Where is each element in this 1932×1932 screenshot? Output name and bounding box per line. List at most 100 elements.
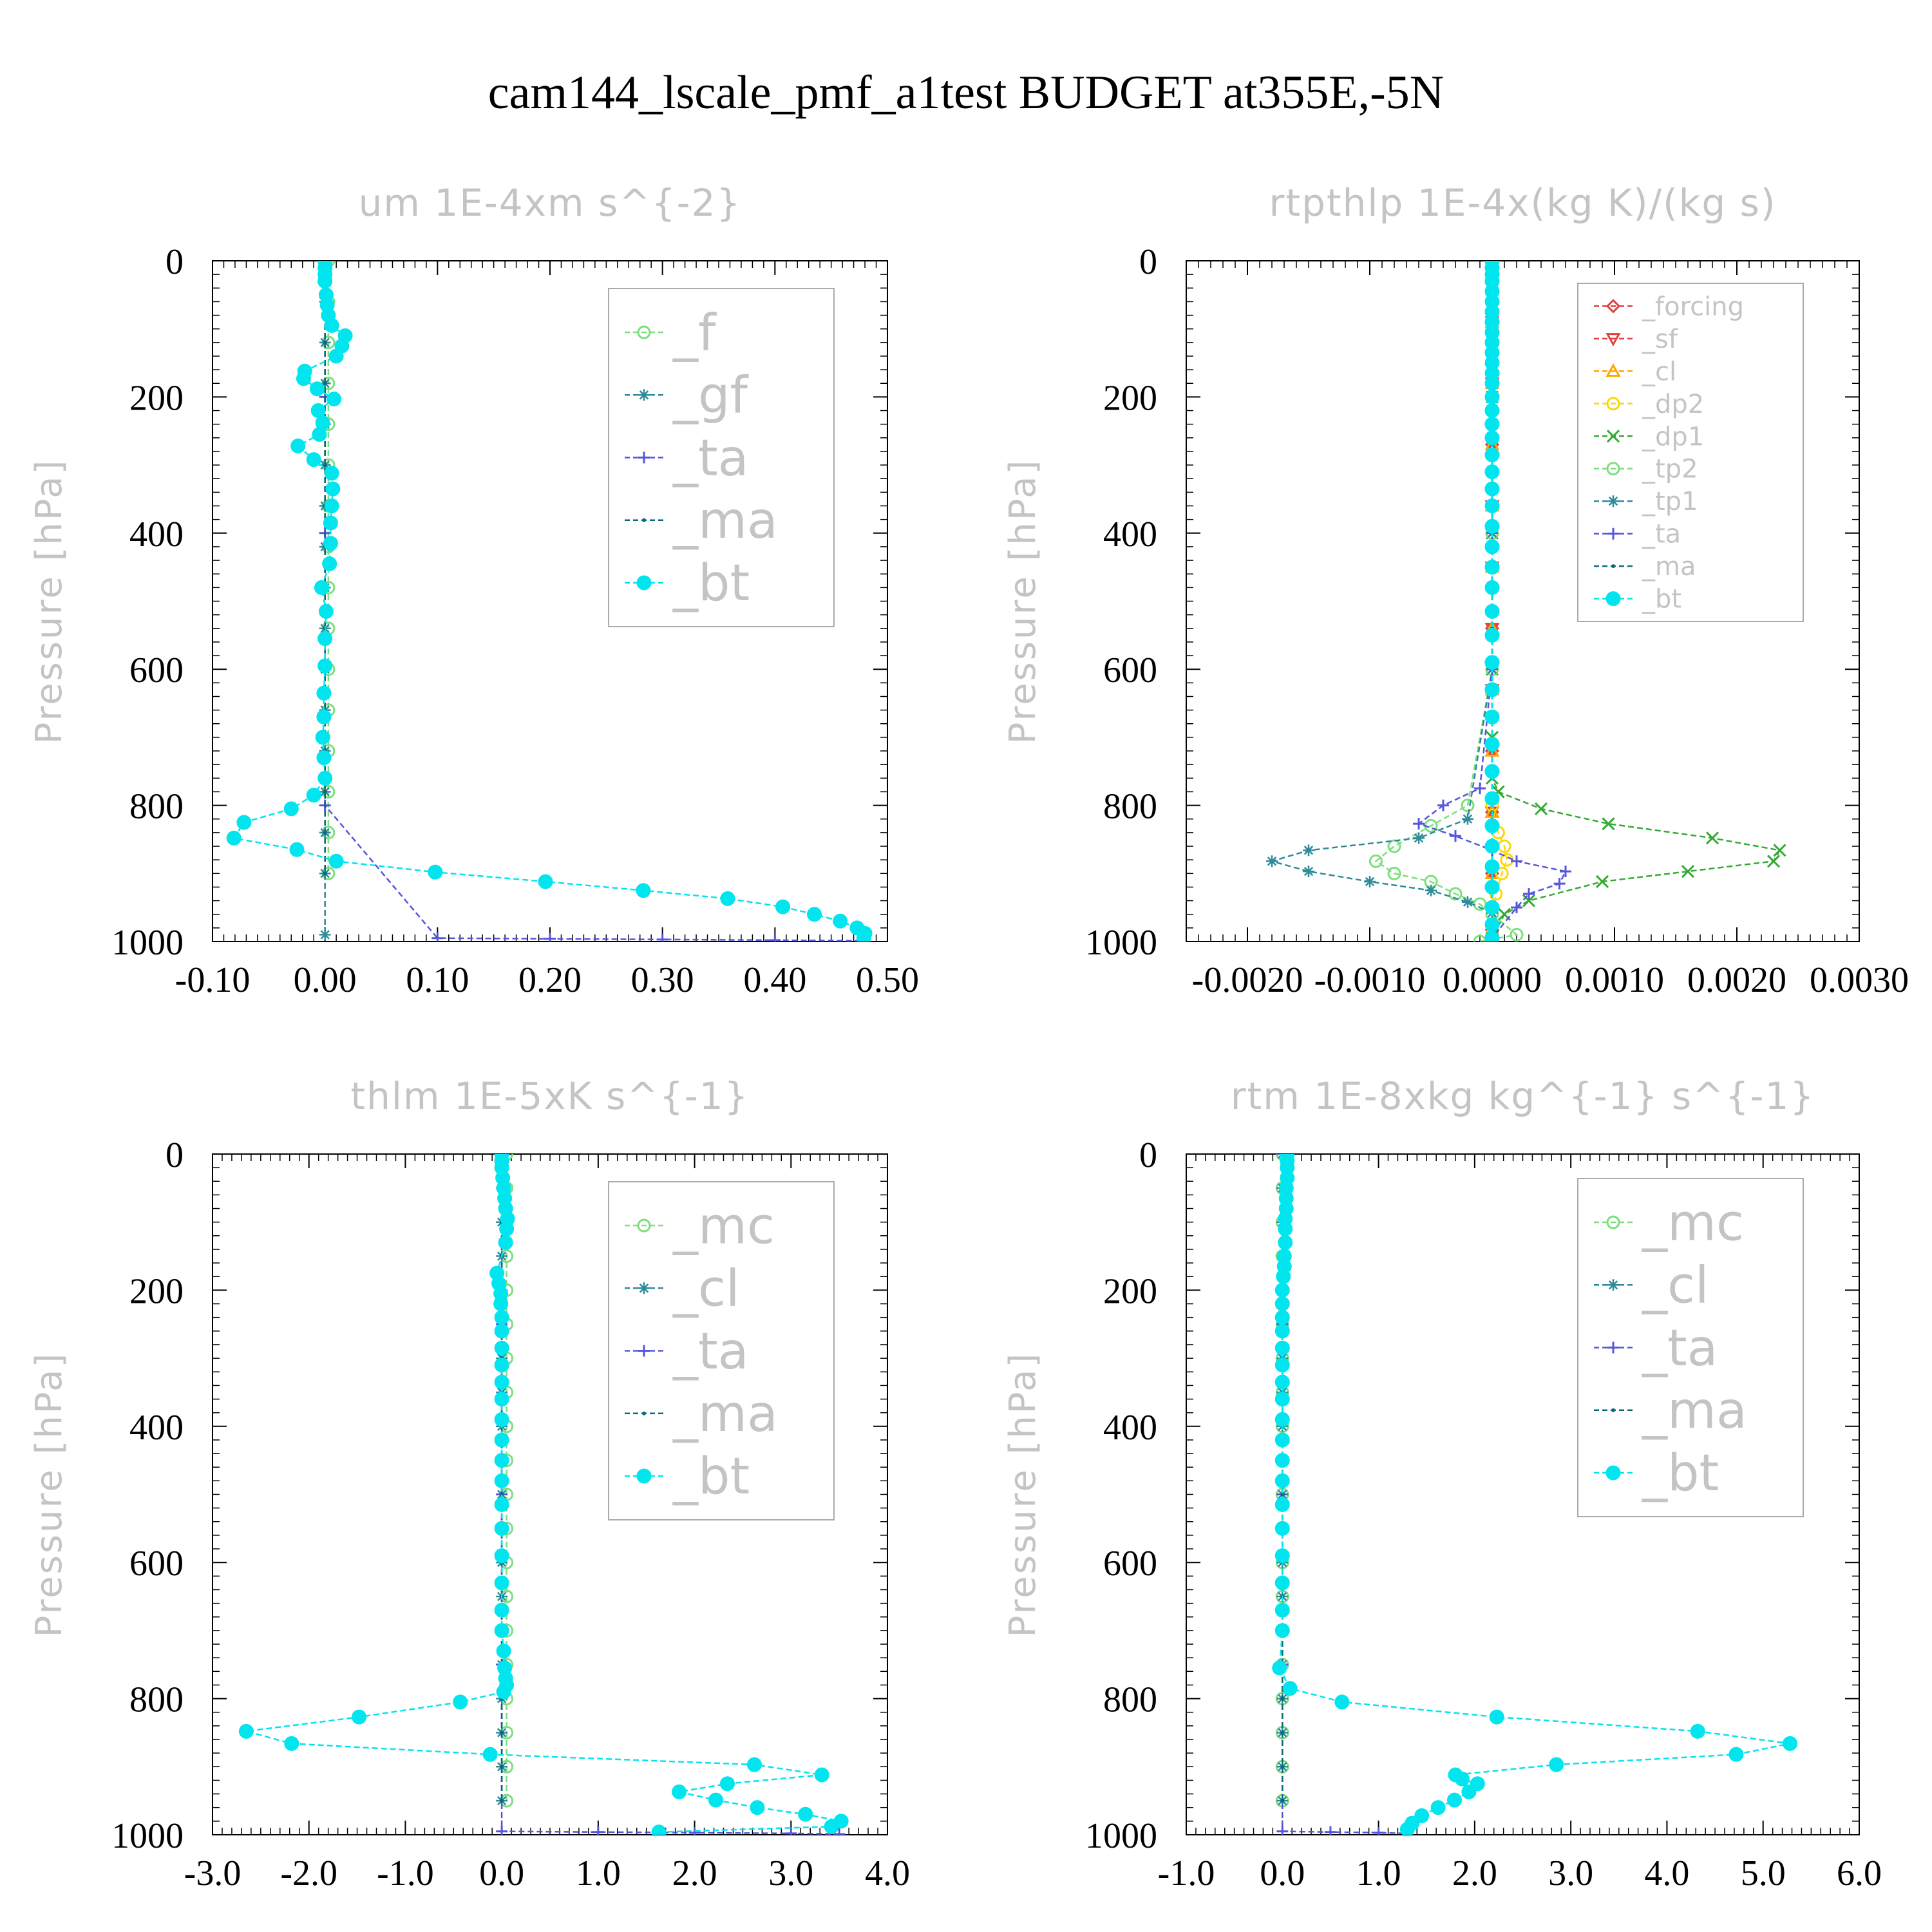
- series-group: [226, 261, 873, 942]
- x-tick-label: -0.0020: [1192, 960, 1303, 1000]
- data-point_bt: [1484, 481, 1500, 497]
- data-point_dp2: [1495, 866, 1509, 880]
- panel-title: rtpthlp 1E-4x(kg K)/(kg s): [1269, 181, 1777, 225]
- y-axis-label: Pressure [hPa]: [28, 459, 70, 744]
- legend-label_ta: _ta: [1642, 520, 1681, 549]
- legend-label_ma: _ma: [1642, 552, 1696, 582]
- data-point_tp1: [1462, 813, 1473, 825]
- data-point_bt: [1484, 375, 1500, 391]
- chart-panel-2: rtpthlp 1E-4x(kg K)/(kg s) Pressure [hPa]…: [1002, 181, 1909, 1000]
- y-tick-label: 400: [129, 515, 184, 554]
- data-point_ta: [592, 1826, 604, 1835]
- data-point_bt: [636, 883, 651, 898]
- legend: _mc_cl_ta_ma_bt: [1577, 1178, 1804, 1517]
- data-point_bt: [284, 1736, 299, 1751]
- data-point_tp2: [1369, 854, 1383, 868]
- data-point_ta: [1372, 1826, 1385, 1835]
- data-point_bt: [1276, 1269, 1291, 1284]
- data-point_bt: [1274, 1296, 1290, 1312]
- legend-marker_forcing: [1605, 299, 1621, 314]
- data-point_dp1: [1595, 875, 1609, 889]
- legend-label_bt: _bt: [1642, 585, 1681, 614]
- data-point_bt: [1272, 1660, 1287, 1676]
- data-point_bt: [708, 1792, 724, 1808]
- legend-label_ta: _ta: [672, 1323, 748, 1381]
- legend-marker_ma: [1611, 1408, 1615, 1412]
- y-axis-label: Pressure [hPa]: [1002, 459, 1044, 744]
- x-tick-label: 0.40: [743, 960, 806, 1000]
- legend-label_cl: _cl: [1642, 1257, 1709, 1315]
- data-point_bt: [1484, 627, 1500, 643]
- data-point_bt: [1484, 603, 1500, 619]
- data-point_ta: [656, 933, 668, 942]
- data-point_bt: [651, 1824, 667, 1835]
- legend-label_ma: _ma: [672, 492, 778, 550]
- data-point_bt: [316, 709, 332, 724]
- data-point_bt: [1274, 1374, 1290, 1390]
- data-point_bt: [1484, 900, 1500, 915]
- data-point_bt: [494, 1358, 509, 1373]
- data-point_bt: [1274, 1282, 1290, 1298]
- panel-title: thlm 1E-5xK s^{-1}: [350, 1074, 749, 1118]
- data-point_dp1: [1602, 817, 1615, 831]
- data-point_bt: [1484, 498, 1500, 514]
- legend-marker_ta: [638, 451, 650, 464]
- data-point_bt: [327, 392, 342, 407]
- data-point_bt: [328, 348, 344, 364]
- data-point_bt: [494, 1432, 509, 1448]
- x-tick-label: 0.0000: [1443, 960, 1542, 1000]
- data-point_bt: [494, 1602, 509, 1618]
- legend-marker_dp2: [1606, 397, 1620, 411]
- series-line_ta: [1282, 1154, 1408, 1835]
- data-point_ma: [323, 830, 327, 835]
- legend: _mc_cl_ta_ma_bt: [608, 1181, 835, 1520]
- chart-panel-3: thlm 1E-5xK s^{-1} Pressure [hPa] -3.0 -2.0…: [28, 1074, 910, 1893]
- data-point_ma: [323, 790, 327, 794]
- data-point_bt: [1690, 1723, 1705, 1739]
- data-point_bt: [1274, 1432, 1290, 1448]
- data-point_bt: [494, 1520, 509, 1536]
- data-point_tp1: [1364, 875, 1376, 887]
- data-point_ma: [1280, 1492, 1285, 1497]
- data-point_bt: [1484, 417, 1500, 432]
- data-point_ta: [1276, 1825, 1289, 1835]
- x-tick-label: 5.0: [1741, 1853, 1786, 1893]
- data-point_bt: [750, 1800, 765, 1815]
- data-point_bt: [314, 580, 329, 595]
- y-tick-label: 800: [129, 1680, 184, 1720]
- legend-marker_cl: [638, 1282, 650, 1294]
- data-point_tp2: [1387, 839, 1401, 853]
- data-point_bt: [1484, 560, 1500, 575]
- y-tick-label: 600: [129, 650, 184, 690]
- data-point_bt: [1430, 1800, 1446, 1815]
- legend-label_ma: _ma: [1642, 1382, 1747, 1440]
- data-point_bt: [1274, 1323, 1290, 1339]
- x-tick-label: 2.0: [1452, 1853, 1497, 1893]
- data-point_bt: [1278, 1221, 1293, 1236]
- data-point_ta: [1413, 818, 1425, 830]
- data-point_bt: [1484, 580, 1500, 595]
- data-point_bt: [806, 907, 822, 922]
- legend-marker_ta: [1607, 1341, 1619, 1354]
- data-point_bt: [1484, 791, 1500, 806]
- legend-label_gf: _gf: [672, 367, 749, 425]
- data-point_bt: [290, 439, 306, 454]
- data-point_bt: [1484, 917, 1500, 933]
- data-point_bt: [1484, 447, 1500, 462]
- data-point_ma: [500, 1799, 504, 1803]
- data-point_bt: [496, 1684, 511, 1700]
- data-point_bt: [317, 770, 333, 786]
- x-tick-label: 0.0030: [1810, 960, 1909, 1000]
- data-point_bt: [352, 1709, 367, 1725]
- data-point_bt: [1274, 1473, 1290, 1488]
- data-point_ta: [496, 1825, 508, 1835]
- data-point_bt: [1274, 1575, 1290, 1591]
- data-point_bt: [428, 864, 443, 880]
- data-point_bt: [312, 427, 327, 442]
- data-point_ma: [1280, 1730, 1285, 1735]
- legend-marker_bt: [1605, 591, 1621, 607]
- data-point_bt: [1447, 1792, 1463, 1808]
- y-tick-label: 600: [129, 1544, 184, 1584]
- legend-marker_cl: [1605, 363, 1621, 377]
- x-tick-label: 0.0020: [1687, 960, 1786, 1000]
